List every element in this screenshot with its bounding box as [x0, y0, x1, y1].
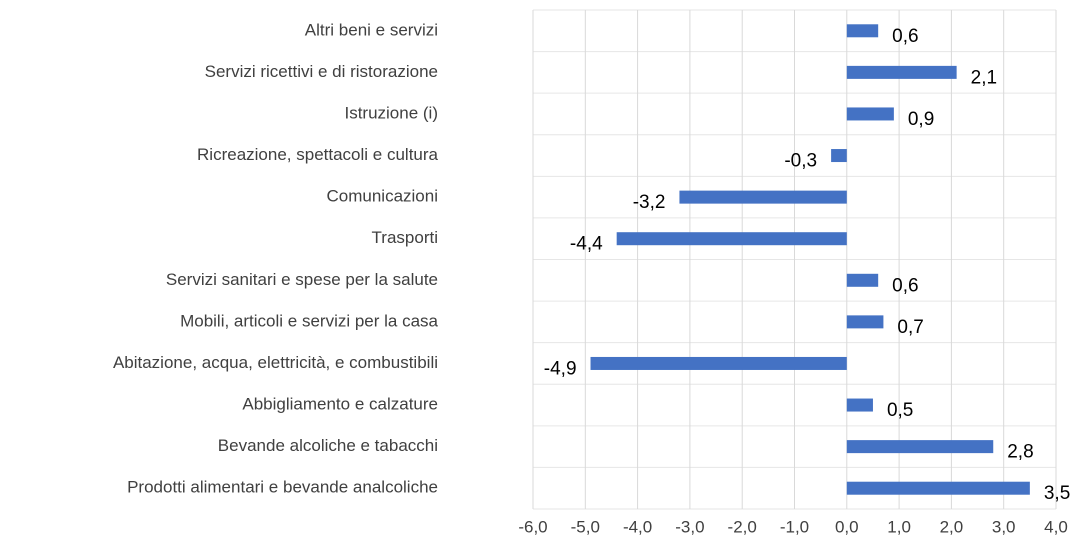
x-tick-label: -2,0: [728, 517, 757, 536]
bar: [846, 481, 1030, 495]
y-tick-label: Trasporti: [372, 228, 438, 247]
y-tick-label: Mobili, articoli e servizi per la casa: [180, 311, 438, 330]
x-tick-label: 1,0: [887, 517, 911, 536]
y-tick-label: Servizi sanitari e spese per la salute: [166, 270, 438, 289]
y-tick-label: Ricreazione, spettacoli e cultura: [197, 145, 439, 164]
y-tick-label: Abbigliamento e calzature: [242, 395, 438, 414]
y-tick-label: Servizi ricettivi e di ristorazione: [205, 62, 438, 81]
bar: [679, 190, 847, 204]
bar: [846, 24, 879, 38]
bar: [590, 356, 847, 370]
x-tick-label: -4,0: [623, 517, 652, 536]
value-label: 3,5: [1044, 483, 1070, 504]
x-tick-label: 0,0: [835, 517, 859, 536]
value-label: 2,1: [971, 67, 997, 88]
bar: [831, 149, 847, 163]
y-tick-label: Abitazione, acqua, elettricità, e combus…: [113, 353, 438, 372]
bar: [846, 398, 873, 412]
y-tick-label: Istruzione (i): [344, 103, 438, 122]
value-label: -4,4: [570, 234, 603, 255]
x-tick-label: 2,0: [940, 517, 964, 536]
x-tick-label: 3,0: [992, 517, 1016, 536]
bar: [846, 65, 957, 79]
x-tick-label: -1,0: [780, 517, 809, 536]
x-tick-label: -3,0: [675, 517, 704, 536]
x-tick-label: -5,0: [571, 517, 600, 536]
value-label: 0,7: [897, 317, 923, 338]
bar: [616, 232, 847, 246]
y-tick-label: Comunicazioni: [327, 187, 439, 206]
x-tick-label: 4,0: [1044, 517, 1068, 536]
value-label: -4,9: [544, 358, 577, 379]
x-tick-label: -6,0: [518, 517, 547, 536]
bar: [846, 315, 884, 329]
value-label: -3,2: [633, 192, 666, 213]
value-label: 0,5: [887, 400, 913, 421]
value-label: 0,6: [892, 26, 918, 47]
value-label: -0,3: [784, 151, 817, 172]
y-tick-label: Bevande alcoliche e tabacchi: [218, 436, 438, 455]
value-label: 0,6: [892, 275, 918, 296]
value-label: 0,9: [908, 109, 934, 130]
bar: [846, 273, 879, 287]
y-tick-label: Altri beni e servizi: [305, 20, 438, 39]
y-tick-label: Prodotti alimentari e bevande analcolich…: [127, 478, 438, 497]
bar: [846, 107, 894, 121]
bar: [846, 440, 994, 454]
value-label: 2,8: [1007, 442, 1033, 463]
